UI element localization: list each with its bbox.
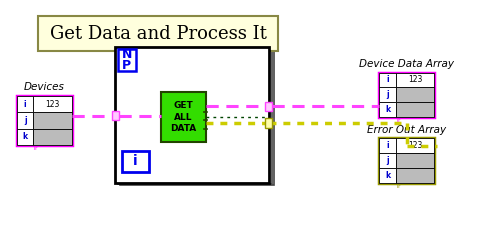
Bar [17,96,33,112]
Text: i: i [133,154,138,168]
Bar [120,49,274,185]
Bar [161,92,206,142]
Bar [17,112,33,129]
Text: P: P [122,59,132,72]
Bar [379,73,434,117]
Bar [33,96,72,112]
Bar [379,168,396,183]
Text: 123: 123 [408,141,422,150]
Bar [122,151,149,172]
Bar [33,112,72,129]
Bar [396,73,434,87]
Bar [379,87,396,102]
Text: rr: rr [396,118,401,123]
Bar [17,96,72,145]
Bar [33,129,72,145]
Bar [112,111,119,120]
Text: 123: 123 [46,100,60,109]
Text: 123: 123 [408,75,422,84]
Text: Get Data and Process It: Get Data and Process It [50,25,267,43]
Text: rr: rr [34,146,38,151]
Text: Error Out Array: Error Out Array [367,124,446,135]
Bar [115,47,269,183]
Bar [17,129,33,145]
Bar [379,138,396,153]
Text: i: i [386,141,389,150]
Bar [38,16,278,51]
Text: j: j [386,90,389,99]
Bar [396,153,434,168]
Text: Device Data Array: Device Data Array [360,59,454,69]
Bar [379,153,396,168]
Text: Devices: Devices [24,82,65,92]
Text: j: j [24,116,26,125]
Text: GET
ALL
DATA: GET ALL DATA [170,101,197,133]
Bar [396,138,434,153]
Bar [396,168,434,183]
Text: i: i [386,75,389,84]
Bar [265,118,272,128]
Bar [118,49,136,71]
Bar [396,87,434,102]
Text: k: k [385,171,390,180]
Text: j: j [386,156,389,165]
Text: i: i [24,100,26,109]
Text: k: k [23,132,28,141]
Text: k: k [385,105,390,114]
Bar [118,48,272,184]
Text: N: N [121,48,132,61]
Bar [396,102,434,117]
Bar [379,138,434,183]
Bar [379,73,396,87]
Text: rr: rr [396,184,401,189]
Bar [265,102,272,111]
Bar [379,102,396,117]
